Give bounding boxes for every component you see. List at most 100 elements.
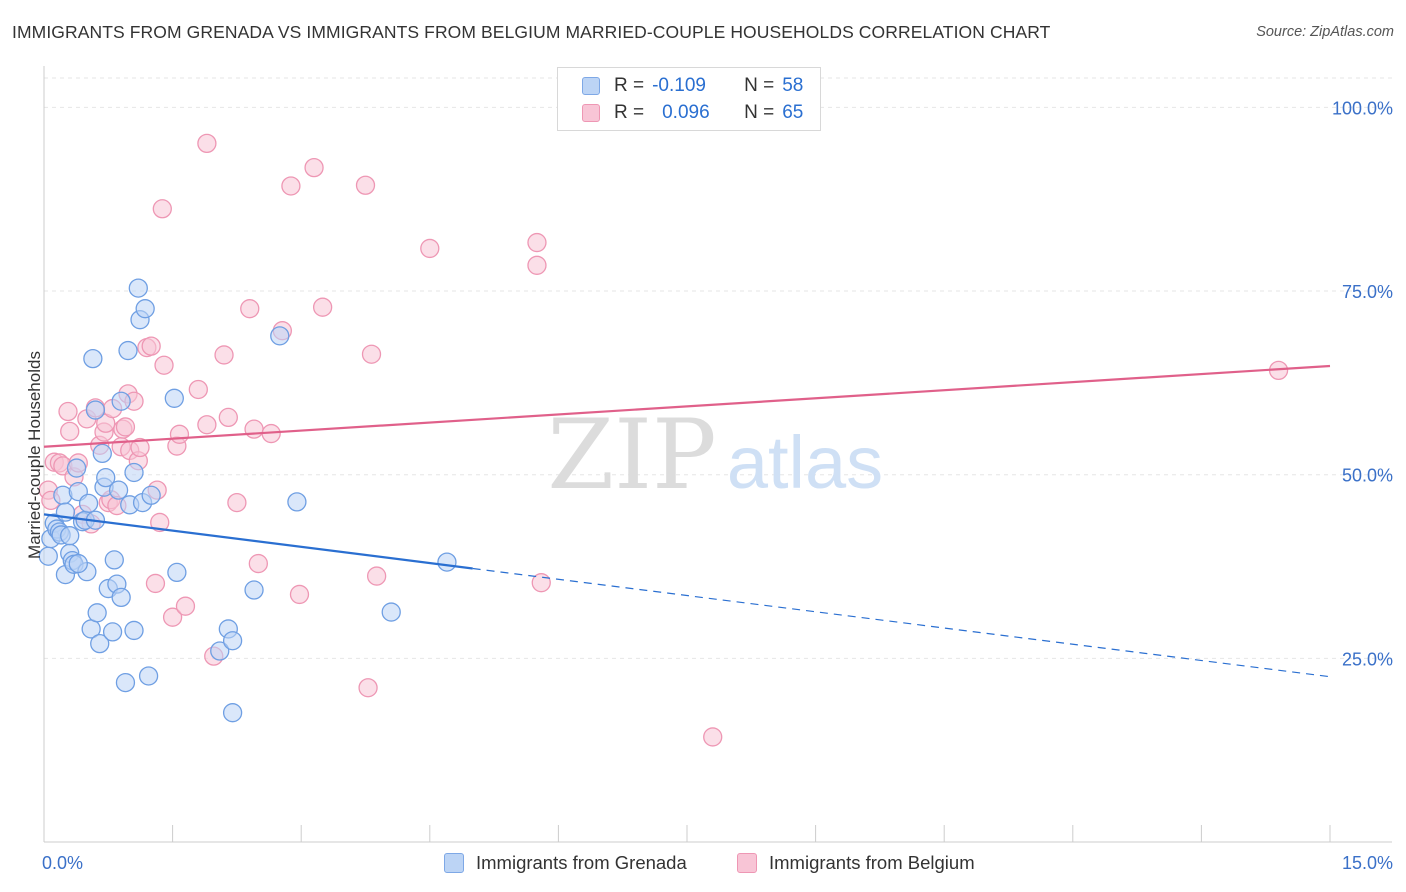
belgium-point	[145, 573, 166, 594]
belgium-point	[58, 401, 78, 422]
belgium-point	[248, 553, 268, 574]
belgium-point	[175, 596, 196, 616]
belgium-point	[527, 232, 547, 253]
belgium-point	[218, 407, 238, 428]
legend-n-label: N =	[744, 75, 775, 96]
grenada-point	[124, 462, 144, 483]
legend-r-label: R =	[614, 75, 645, 96]
grenada-point	[118, 340, 138, 361]
grid-lines	[44, 77, 1392, 659]
belgium-point	[227, 492, 247, 513]
legend-r-value-grenada: -0.109	[652, 75, 706, 96]
belgium-point	[60, 421, 80, 442]
legend-n-label: N =	[744, 102, 775, 123]
belgium-point	[188, 379, 208, 400]
grenada-point	[210, 641, 230, 661]
watermark-atlas: atlas	[727, 421, 883, 504]
belgium-point	[150, 512, 170, 533]
grenada-point	[87, 603, 107, 623]
grenada-point	[287, 492, 307, 512]
trendline-grenada	[43, 513, 473, 570]
grenada-point	[124, 620, 144, 641]
belgium-point	[244, 419, 264, 439]
grenada-point	[270, 326, 290, 346]
trendline-grenada-extension	[472, 567, 1331, 678]
legend-swatch-grenada	[444, 853, 464, 873]
x-tick-label-min: 0.0%	[42, 853, 83, 873]
legend-swatch-pink	[582, 104, 600, 122]
grenada-point	[92, 443, 112, 464]
belgium-point	[214, 345, 234, 365]
grenada-point	[141, 485, 161, 505]
trend-lines	[43, 364, 1331, 678]
x-tick-label-max: 15.0%	[1342, 853, 1393, 873]
grenada-point	[437, 552, 457, 572]
belgium-point	[304, 157, 324, 178]
grenada-point	[96, 467, 116, 488]
trendline-belgium	[43, 364, 1331, 448]
legend-n-value-belgium: 65	[782, 102, 804, 123]
chart-title: IMMIGRANTS FROM GRENADA VS IMMIGRANTS FR…	[12, 22, 1051, 42]
stats-legend: R = -0.109 N = 58 R = 0.096 N = 65	[557, 67, 821, 131]
belgium-point	[197, 415, 217, 435]
grenada-point	[78, 493, 99, 513]
belgium-point	[169, 424, 190, 444]
grenada-point	[244, 580, 264, 600]
grenada-point	[111, 391, 131, 411]
legend-item-belgium[interactable]: Immigrants from Belgium	[737, 852, 975, 874]
watermark-zip: ZIP	[547, 399, 716, 511]
grenada-point	[60, 526, 80, 546]
series-legend: Immigrants from Grenada Immigrants from …	[0, 852, 1406, 878]
belgium-point	[240, 299, 260, 319]
belgium-point	[115, 417, 136, 437]
legend-row-grenada: R = -0.109 N = 58	[582, 74, 803, 98]
legend-r-value-belgium: 0.096	[662, 102, 710, 123]
grenada-point	[104, 550, 124, 570]
source-label: Source: ZipAtlas.com	[1256, 24, 1394, 40]
grenada-point	[222, 631, 243, 651]
belgium-point	[312, 297, 333, 317]
belgium-point	[358, 678, 378, 698]
grenada-point	[115, 672, 136, 693]
grenada-point	[66, 458, 87, 478]
belgium-point	[154, 355, 174, 375]
grenada-point	[128, 278, 148, 298]
belgium-point	[703, 727, 723, 747]
belgium-point	[162, 607, 183, 627]
y-tick-label: 100.0%	[1332, 98, 1393, 118]
belgium-point	[289, 584, 310, 605]
grenada-point	[68, 553, 88, 574]
legend-n-value-grenada: 58	[782, 75, 804, 96]
tick-labels: 25.0% 50.0% 75.0% 100.0% 0.0% 15.0%	[42, 98, 1393, 873]
legend-item-grenada[interactable]: Immigrants from Grenada	[444, 852, 687, 874]
y-axis-label-text: Married-couple Households	[25, 351, 44, 559]
grenada-point	[167, 562, 187, 583]
grenada-point	[111, 587, 131, 608]
belgium-point	[355, 175, 376, 195]
belgium-point	[152, 199, 172, 219]
grenada-point	[135, 299, 155, 319]
belgium-point	[281, 176, 301, 196]
watermark: ZIP atlas	[547, 399, 883, 511]
belgium-point	[366, 566, 387, 586]
grenada-point	[90, 634, 110, 654]
legend-swatch-belgium	[737, 853, 757, 873]
grenada-point	[108, 480, 129, 500]
legend-r-label: R =	[614, 102, 645, 123]
belgium-point	[141, 336, 161, 356]
belgium-point	[420, 238, 440, 259]
axes	[43, 66, 1392, 843]
belgium-point	[130, 437, 150, 458]
legend-swatch-blue	[582, 77, 600, 95]
legend-label-belgium: Immigrants from Belgium	[769, 852, 975, 873]
y-tick-label: 75.0%	[1342, 282, 1393, 302]
grenada-point	[85, 400, 106, 420]
belgium-point	[361, 344, 382, 364]
grenada-point	[222, 703, 243, 723]
belgium-point	[197, 133, 217, 154]
belgium-point	[527, 255, 547, 275]
y-tick-label: 50.0%	[1342, 466, 1393, 486]
legend-label-grenada: Immigrants from Grenada	[476, 852, 687, 873]
grenada-point	[83, 348, 103, 369]
